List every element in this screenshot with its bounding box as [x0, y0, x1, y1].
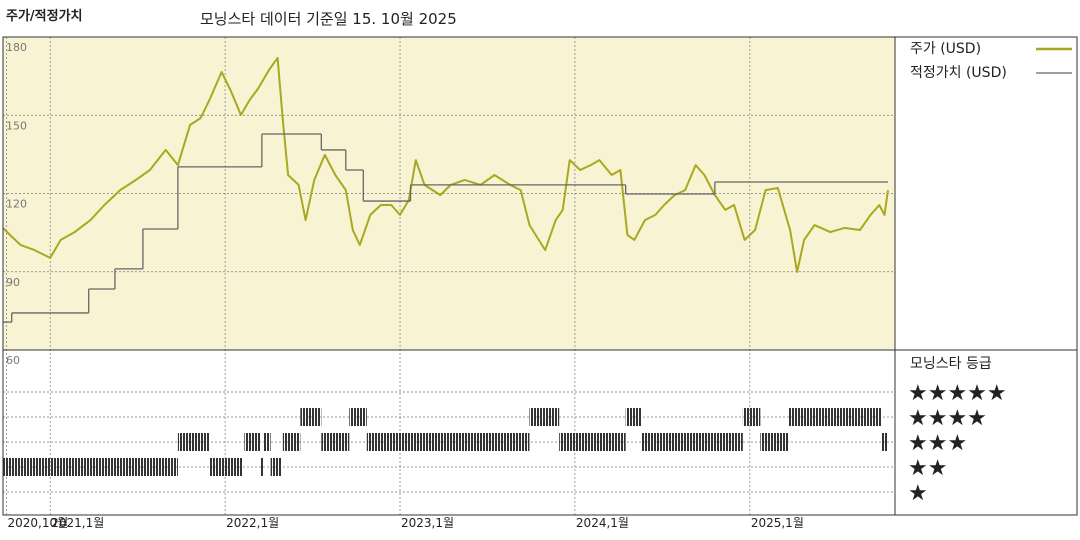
rating-bar	[760, 433, 789, 451]
x-tick-label: 2025,1월	[751, 516, 804, 530]
rating-bar	[260, 458, 264, 476]
rating-bar	[177, 433, 210, 451]
marks	[2, 56, 889, 476]
rating-bar	[244, 433, 261, 451]
y-tick-label: 90	[6, 276, 20, 289]
rating-title: 모닝스타 등급	[910, 356, 992, 372]
y-tick-label: 60	[6, 354, 20, 367]
y-tick-label: 150	[6, 119, 27, 132]
x-tick-label: 2022,1월	[226, 516, 279, 530]
rating-label: ★★	[908, 456, 947, 481]
rating-bar	[263, 433, 271, 451]
rating-bar	[300, 408, 322, 426]
rating-bar	[742, 408, 761, 426]
rating-bar	[881, 433, 889, 451]
rating-bar	[270, 458, 282, 476]
rating-bar	[788, 408, 882, 426]
x-tick-label: 2023,1월	[401, 516, 454, 530]
rating-bar	[321, 433, 350, 451]
rating-bar	[209, 458, 243, 476]
rating-bar	[559, 433, 626, 451]
rating-bar	[3, 458, 178, 476]
rating-bar	[625, 408, 642, 426]
y-tick-label: 180	[6, 41, 27, 54]
rating-bar	[349, 408, 367, 426]
rating-label: ★★★★★	[908, 381, 1007, 406]
rating-bar	[366, 433, 530, 451]
rating-bar	[529, 408, 560, 426]
x-tick-label: 2021,1월	[51, 516, 104, 530]
rating-label: ★	[908, 481, 928, 506]
rating-bar	[641, 433, 743, 451]
x-tick-label: 2020,10월	[7, 516, 68, 530]
chart-title: 주가/적정가치	[6, 8, 83, 24]
legend: 주가 (USD)적정가치 (USD)모닝스타 등급★★★★★★★★★★★★★★★	[908, 41, 1072, 506]
rating-label: ★★★	[908, 431, 967, 456]
legend-label: 적정가치 (USD)	[910, 65, 1007, 81]
chart-subtitle: 모닝스타 데이터 기준일 15. 10월 2025	[200, 10, 457, 28]
rating-label: ★★★★	[908, 406, 987, 431]
x-tick-label: 2024,1월	[576, 516, 629, 530]
legend-label: 주가 (USD)	[910, 41, 981, 57]
rating-bar	[282, 433, 301, 451]
y-tick-label: 120	[6, 198, 27, 211]
frame	[2, 36, 1078, 516]
